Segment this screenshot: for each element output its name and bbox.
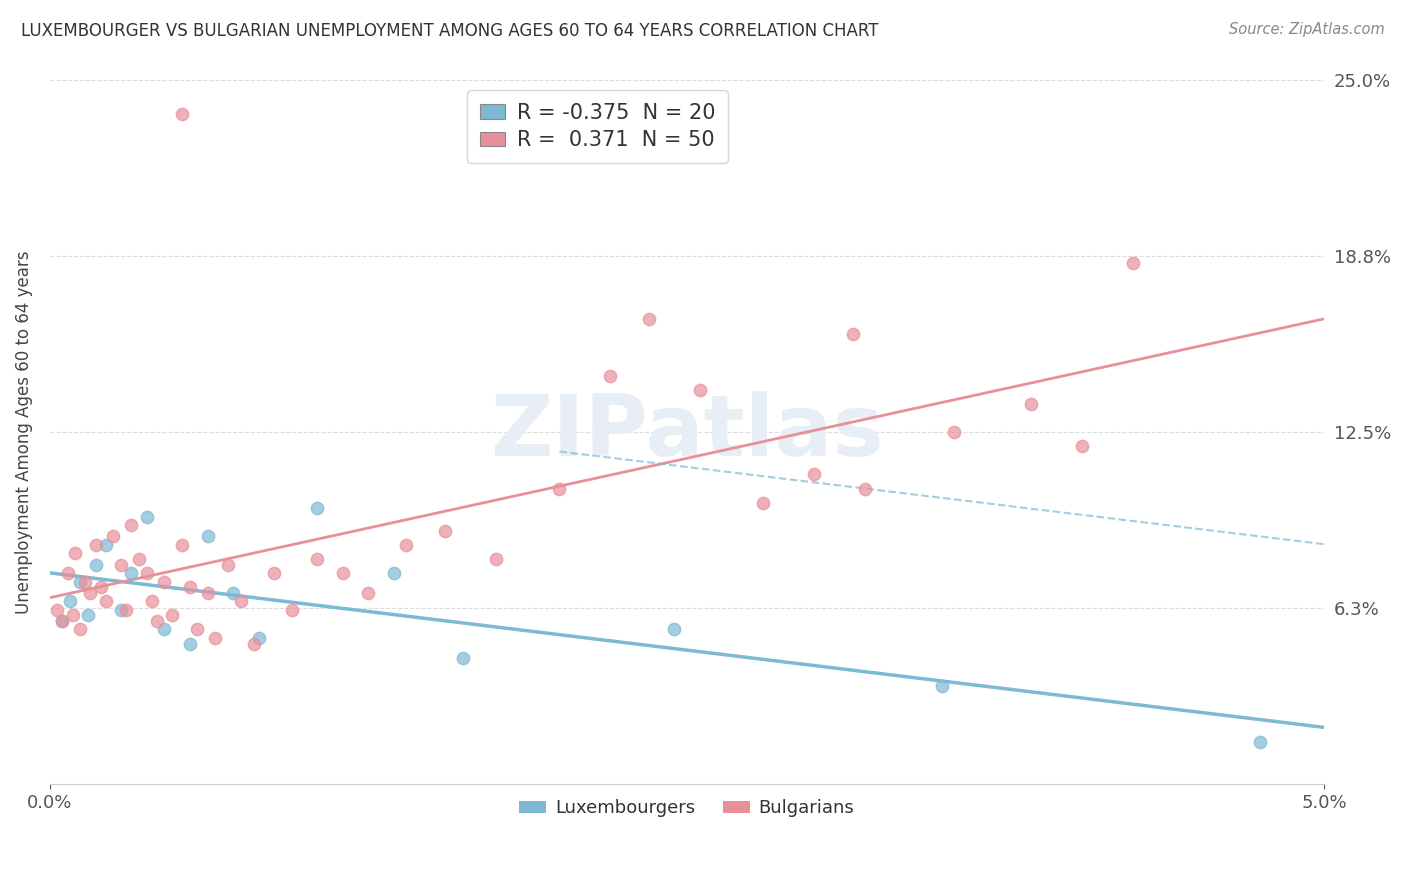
Point <box>242 636 264 650</box>
Point <box>56 566 79 580</box>
Point <box>1249 735 1271 749</box>
Y-axis label: Unemployment Among Ages 60 to 64 years: Unemployment Among Ages 60 to 64 years <box>15 251 32 614</box>
Point <box>1019 397 1042 411</box>
Point <box>548 482 571 496</box>
Point <box>63 546 86 560</box>
Point <box>803 467 825 482</box>
Point <box>75 574 97 589</box>
Text: ZIPatlas: ZIPatlas <box>489 391 884 474</box>
Point <box>69 623 91 637</box>
Point <box>382 566 405 580</box>
Point <box>145 614 167 628</box>
Point <box>94 594 117 608</box>
Point <box>689 383 711 397</box>
Point <box>931 679 953 693</box>
Point <box>662 623 685 637</box>
Point <box>307 552 329 566</box>
Point <box>79 586 101 600</box>
Point <box>637 312 659 326</box>
Point <box>281 603 304 617</box>
Point <box>160 608 183 623</box>
Point <box>229 594 252 608</box>
Point <box>1122 256 1144 270</box>
Point <box>451 650 474 665</box>
Point <box>485 552 508 566</box>
Legend: Luxembourgers, Bulgarians: Luxembourgers, Bulgarians <box>512 792 862 825</box>
Point <box>172 538 194 552</box>
Text: LUXEMBOURGER VS BULGARIAN UNEMPLOYMENT AMONG AGES 60 TO 64 YEARS CORRELATION CHA: LUXEMBOURGER VS BULGARIAN UNEMPLOYMENT A… <box>21 22 879 40</box>
Point <box>110 603 132 617</box>
Point <box>332 566 354 580</box>
Point <box>153 574 176 589</box>
Point <box>90 580 112 594</box>
Point <box>179 580 201 594</box>
Point <box>128 552 150 566</box>
Point <box>120 518 142 533</box>
Point <box>841 326 863 341</box>
Point <box>172 107 194 121</box>
Point <box>120 566 142 580</box>
Point <box>135 509 157 524</box>
Point <box>247 631 270 645</box>
Point <box>51 614 73 628</box>
Point <box>77 608 100 623</box>
Point <box>433 524 456 538</box>
Point <box>357 586 380 600</box>
Point <box>179 636 201 650</box>
Point <box>395 538 418 552</box>
Point <box>263 566 285 580</box>
Point <box>46 603 69 617</box>
Point <box>84 558 107 572</box>
Point <box>94 538 117 552</box>
Point <box>197 586 219 600</box>
Point <box>307 501 329 516</box>
Point <box>197 529 219 543</box>
Point <box>115 603 138 617</box>
Point <box>110 558 132 572</box>
Point <box>943 425 966 440</box>
Point <box>51 614 73 628</box>
Point <box>103 529 125 543</box>
Point <box>853 482 876 496</box>
Point <box>153 623 176 637</box>
Point <box>84 538 107 552</box>
Text: Source: ZipAtlas.com: Source: ZipAtlas.com <box>1229 22 1385 37</box>
Point <box>186 623 208 637</box>
Point <box>222 586 245 600</box>
Point <box>141 594 163 608</box>
Point <box>599 368 621 383</box>
Point <box>1070 439 1092 453</box>
Point <box>69 574 91 589</box>
Point <box>752 496 775 510</box>
Point <box>59 594 82 608</box>
Point <box>204 631 226 645</box>
Point <box>217 558 239 572</box>
Point <box>135 566 157 580</box>
Point <box>62 608 84 623</box>
